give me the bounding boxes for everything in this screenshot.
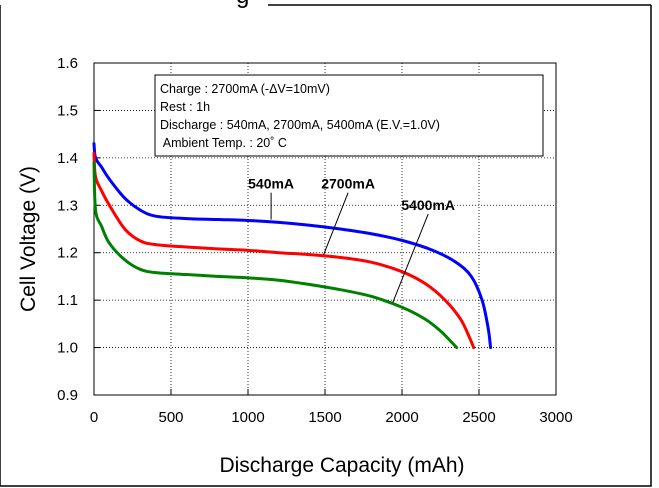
condition-rest: Rest : 1h [160, 100, 210, 114]
series-label-540ma: 540mA [248, 176, 294, 192]
series-pointer-5400ma [392, 213, 429, 303]
y-tick-label: 1.1 [57, 292, 78, 309]
y-tick-labels: 0.9 1.0 1.1 1.2 1.3 1.4 1.5 1.6 [57, 55, 78, 404]
conditions-box: Charge : 2700mA (-ΔV=10mV) Rest : 1h Dis… [154, 74, 544, 157]
y-tick-label: 1.2 [57, 245, 78, 262]
series-line-5400ma [92, 161, 459, 350]
x-tick-label: 2000 [385, 409, 418, 426]
y-tick-label: 1.0 [57, 340, 78, 357]
series-pointers [270, 192, 429, 303]
series-line-540ma [92, 142, 493, 350]
x-tick-label: 1500 [308, 409, 341, 426]
condition-discharge: Discharge : 540mA, 2700mA, 5400mA (E.V.=… [160, 118, 440, 132]
y-axis-title: Cell Voltage (V) [17, 166, 40, 312]
chart-title-fragment: g [236, 0, 249, 9]
y-tick-label: 1.5 [57, 102, 78, 119]
series-lines [92, 142, 493, 350]
series-pointer-2700ma [322, 192, 349, 256]
axis-ticks [93, 62, 557, 396]
x-tick-label: 1000 [231, 409, 264, 426]
x-tick-labels: 0 500 1000 1500 2000 2500 3000 [90, 409, 573, 426]
series-labels: 540mA 2700mA 5400mA [248, 176, 455, 213]
x-tick-label: 0 [90, 409, 98, 426]
grid-lines [94, 63, 556, 395]
x-tick-label: 3000 [539, 409, 572, 426]
y-tick-label: 1.6 [57, 55, 78, 72]
series-label-5400ma: 5400mA [401, 197, 455, 213]
conditions-box-frame [154, 74, 544, 157]
condition-charge: Charge : 2700mA (-ΔV=10mV) [160, 82, 330, 96]
x-tick-label: 500 [158, 409, 183, 426]
figure-frame [0, 5, 652, 487]
series-line-2700ma [92, 151, 476, 350]
x-tick-label: 2500 [462, 409, 495, 426]
series-label-2700ma: 2700mA [321, 176, 375, 192]
y-tick-label: 1.3 [57, 197, 78, 214]
y-tick-label: 1.4 [57, 150, 78, 167]
x-axis-title: Discharge Capacity (mAh) [219, 454, 464, 477]
condition-ambient-temp: Ambient Temp. : 20˚ C [160, 136, 287, 150]
y-tick-label: 0.9 [57, 387, 78, 404]
